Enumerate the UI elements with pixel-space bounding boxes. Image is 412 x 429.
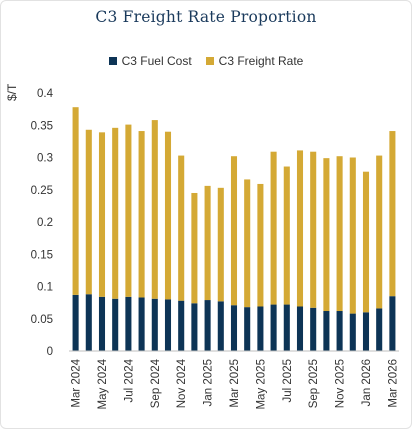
x-tick-label: Jan 2025 — [203, 359, 215, 406]
bar-fuel-cost[interactable] — [151, 298, 158, 351]
bar-freight-rate[interactable] — [125, 124, 132, 297]
x-tick-label: May 2024 — [97, 358, 109, 409]
bar-freight-rate[interactable] — [296, 150, 304, 307]
bar-fuel-cost[interactable] — [164, 299, 172, 351]
bar-fuel-cost[interactable] — [230, 305, 238, 351]
bar-freight-rate[interactable] — [151, 120, 158, 299]
bar-fuel-cost[interactable] — [125, 296, 132, 351]
y-tick-label: 0.2 — [37, 217, 53, 229]
bar-fuel-cost[interactable] — [296, 306, 304, 352]
bar-fuel-cost[interactable] — [336, 311, 343, 351]
x-tick-label: Jan 2026 — [361, 359, 373, 406]
bar-freight-rate[interactable] — [72, 107, 79, 295]
bar-freight-rate[interactable] — [349, 157, 356, 314]
bar-fuel-cost[interactable] — [191, 303, 198, 351]
bar-freight-rate[interactable] — [164, 131, 172, 300]
bar-fuel-cost[interactable] — [178, 300, 185, 351]
bar-fuel-cost[interactable] — [112, 298, 119, 351]
bar-fuel-cost[interactable] — [323, 311, 330, 351]
bar-freight-rate[interactable] — [244, 179, 251, 308]
legend-item-freight-rate[interactable]: C3 Freight Rate — [205, 54, 304, 68]
bar-freight-rate[interactable] — [376, 155, 383, 309]
bar-fuel-cost[interactable] — [72, 294, 79, 351]
bar-freight-rate[interactable] — [138, 131, 145, 298]
bar-fuel-cost[interactable] — [98, 296, 106, 351]
bar-fuel-cost[interactable] — [376, 308, 383, 351]
y-tick-label: 0.25 — [31, 185, 53, 197]
y-tick-label: 0.35 — [31, 120, 53, 132]
bar-freight-rate[interactable] — [191, 192, 198, 304]
bar-freight-rate[interactable] — [217, 187, 224, 302]
y-tick-label: 0.15 — [31, 249, 53, 261]
x-tick-label: May 2025 — [255, 359, 267, 410]
x-tick-label: Sep 2025 — [308, 359, 320, 408]
x-tick-label: Jul 2025 — [282, 359, 294, 402]
bar-fuel-cost[interactable] — [85, 294, 92, 351]
chart-legend: C3 Fuel Cost C3 Freight Rate — [1, 54, 411, 68]
bar-fuel-cost[interactable] — [310, 307, 317, 351]
x-tick-label: Sep 2024 — [150, 358, 162, 408]
y-tick-label: 0 — [47, 346, 53, 358]
y-tick-label: 0.3 — [37, 153, 53, 165]
bar-fuel-cost[interactable] — [362, 312, 370, 351]
bar-freight-rate[interactable] — [204, 185, 211, 301]
bar-freight-rate[interactable] — [283, 166, 290, 305]
legend-swatch-freight-rate — [205, 57, 214, 65]
bar-fuel-cost[interactable] — [283, 304, 290, 351]
bar-freight-rate[interactable] — [336, 156, 343, 312]
bar-freight-rate[interactable] — [257, 183, 264, 307]
legend-item-fuel-cost[interactable]: C3 Fuel Cost — [108, 54, 192, 68]
bar-fuel-cost[interactable] — [138, 297, 145, 351]
x-tick-label: Mar 2025 — [229, 359, 241, 408]
bar-freight-rate[interactable] — [362, 171, 370, 313]
bar-freight-rate[interactable] — [85, 129, 92, 295]
legend-swatch-fuel-cost — [108, 57, 117, 65]
x-tick-label: Nov 2024 — [176, 358, 188, 408]
bar-fuel-cost[interactable] — [270, 304, 277, 351]
bar-freight-rate[interactable] — [310, 151, 317, 308]
bar-freight-rate[interactable] — [178, 155, 185, 301]
bar-fuel-cost[interactable] — [389, 296, 396, 351]
x-tick-label: Mar 2026 — [387, 359, 399, 408]
bar-freight-rate[interactable] — [98, 132, 106, 297]
bar-freight-rate[interactable] — [323, 158, 330, 312]
bar-freight-rate[interactable] — [112, 127, 119, 299]
bar-fuel-cost[interactable] — [204, 300, 211, 351]
bar-fuel-cost[interactable] — [257, 306, 264, 352]
bar-freight-rate[interactable] — [389, 131, 396, 297]
y-tick-label: 0.05 — [31, 314, 53, 326]
x-tick-label: Mar 2024 — [71, 358, 83, 407]
x-tick-label: Nov 2025 — [335, 359, 347, 408]
x-tick-label: Jul 2024 — [123, 358, 135, 402]
chart-title: C3 Freight Rate Proportion — [95, 8, 317, 26]
bar-fuel-cost[interactable] — [217, 301, 224, 351]
y-tick-label: 0.1 — [37, 282, 53, 294]
bar-freight-rate[interactable] — [270, 151, 277, 305]
bar-fuel-cost[interactable] — [349, 313, 356, 351]
y-tick-label: 0.4 — [37, 88, 54, 100]
bar-freight-rate[interactable] — [230, 156, 238, 306]
legend-label-freight-rate: C3 Freight Rate — [218, 54, 304, 68]
bar-fuel-cost[interactable] — [244, 307, 251, 351]
legend-label-fuel-cost: C3 Fuel Cost — [121, 54, 192, 68]
